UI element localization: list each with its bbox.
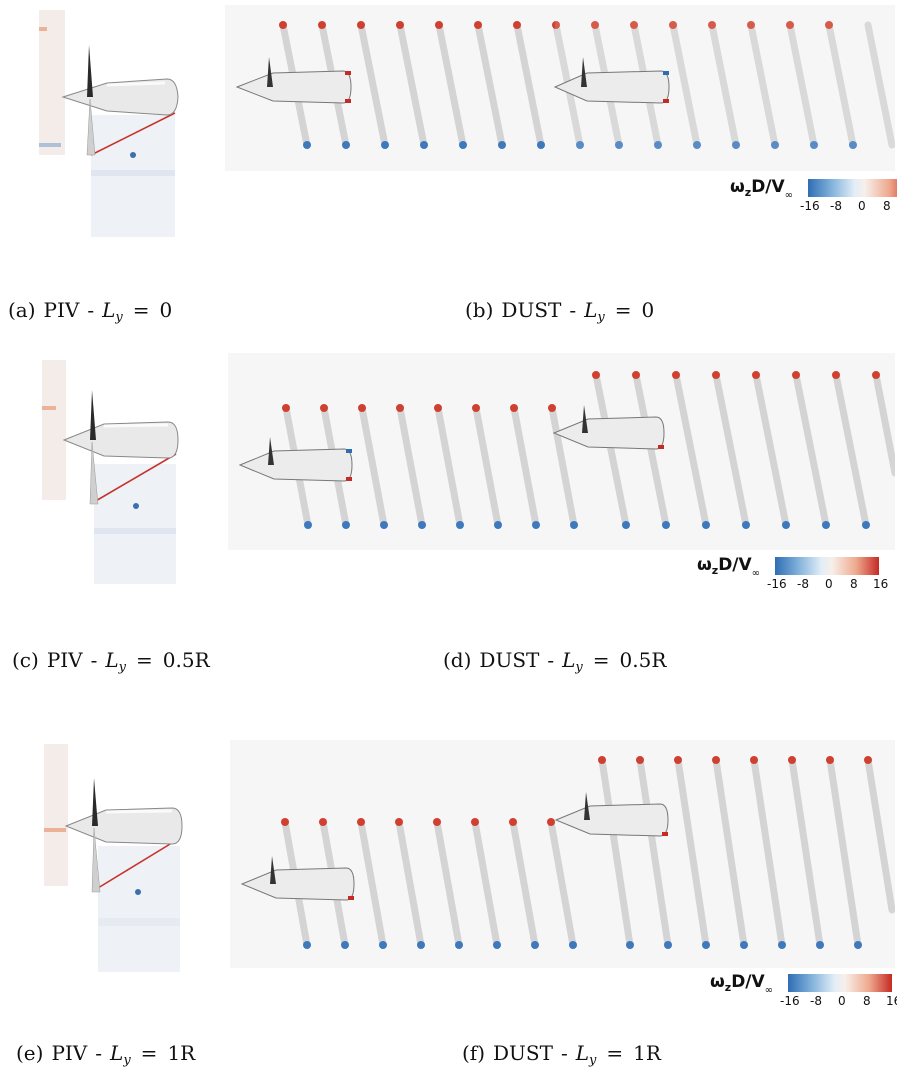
caption-b: (b) DUST - Ly = 0 <box>465 298 655 325</box>
caption-e: (e) PIV - Ly = 1R <box>16 1041 196 1068</box>
piv-panel-c <box>40 358 185 584</box>
caption-d: (d) DUST - Ly = 0.5R <box>443 648 667 675</box>
piv-panel-e <box>42 742 187 972</box>
piv-image-a <box>39 10 179 237</box>
colorbar-2: ωzD/V∞ -16 -8 0 8 16 <box>697 555 888 605</box>
piv-panel-a <box>35 5 185 237</box>
dust-image-b <box>225 5 895 171</box>
dust-panel-f <box>230 740 895 968</box>
colorbar-title: ωzD/V∞ <box>710 972 774 996</box>
colorbar-gradient <box>808 179 897 197</box>
colorbar-ticks: -16 -8 0 8 16 <box>767 577 889 591</box>
caption-c: (c) PIV - Ly = 0.5R <box>12 648 210 675</box>
piv-image-c <box>42 360 179 584</box>
colorbar-title: ωzD/V∞ <box>697 555 761 579</box>
dust-image-f <box>230 740 895 968</box>
colorbar-gradient <box>788 974 892 992</box>
caption-f: (f) DUST - Ly = 1R <box>462 1041 661 1068</box>
piv-image-e <box>44 744 183 972</box>
colorbar-gradient <box>775 557 879 575</box>
colorbar-3: ωzD/V∞ -16 -8 0 8 16 <box>710 972 897 1022</box>
dust-panel-d <box>228 353 895 550</box>
caption-a: (a) PIV - Ly = 0 <box>8 298 173 325</box>
colorbar-ticks: -16 -8 0 8 16 <box>780 994 897 1008</box>
colorbar-ticks: -16 -8 0 8 16 <box>800 199 891 213</box>
colorbar-title: ωzD/V∞ <box>730 177 794 201</box>
colorbar-1: ωzD/V∞ -16 -8 0 8 16 <box>730 177 897 227</box>
dust-image-d <box>228 353 895 550</box>
dust-panel-b <box>225 5 895 171</box>
